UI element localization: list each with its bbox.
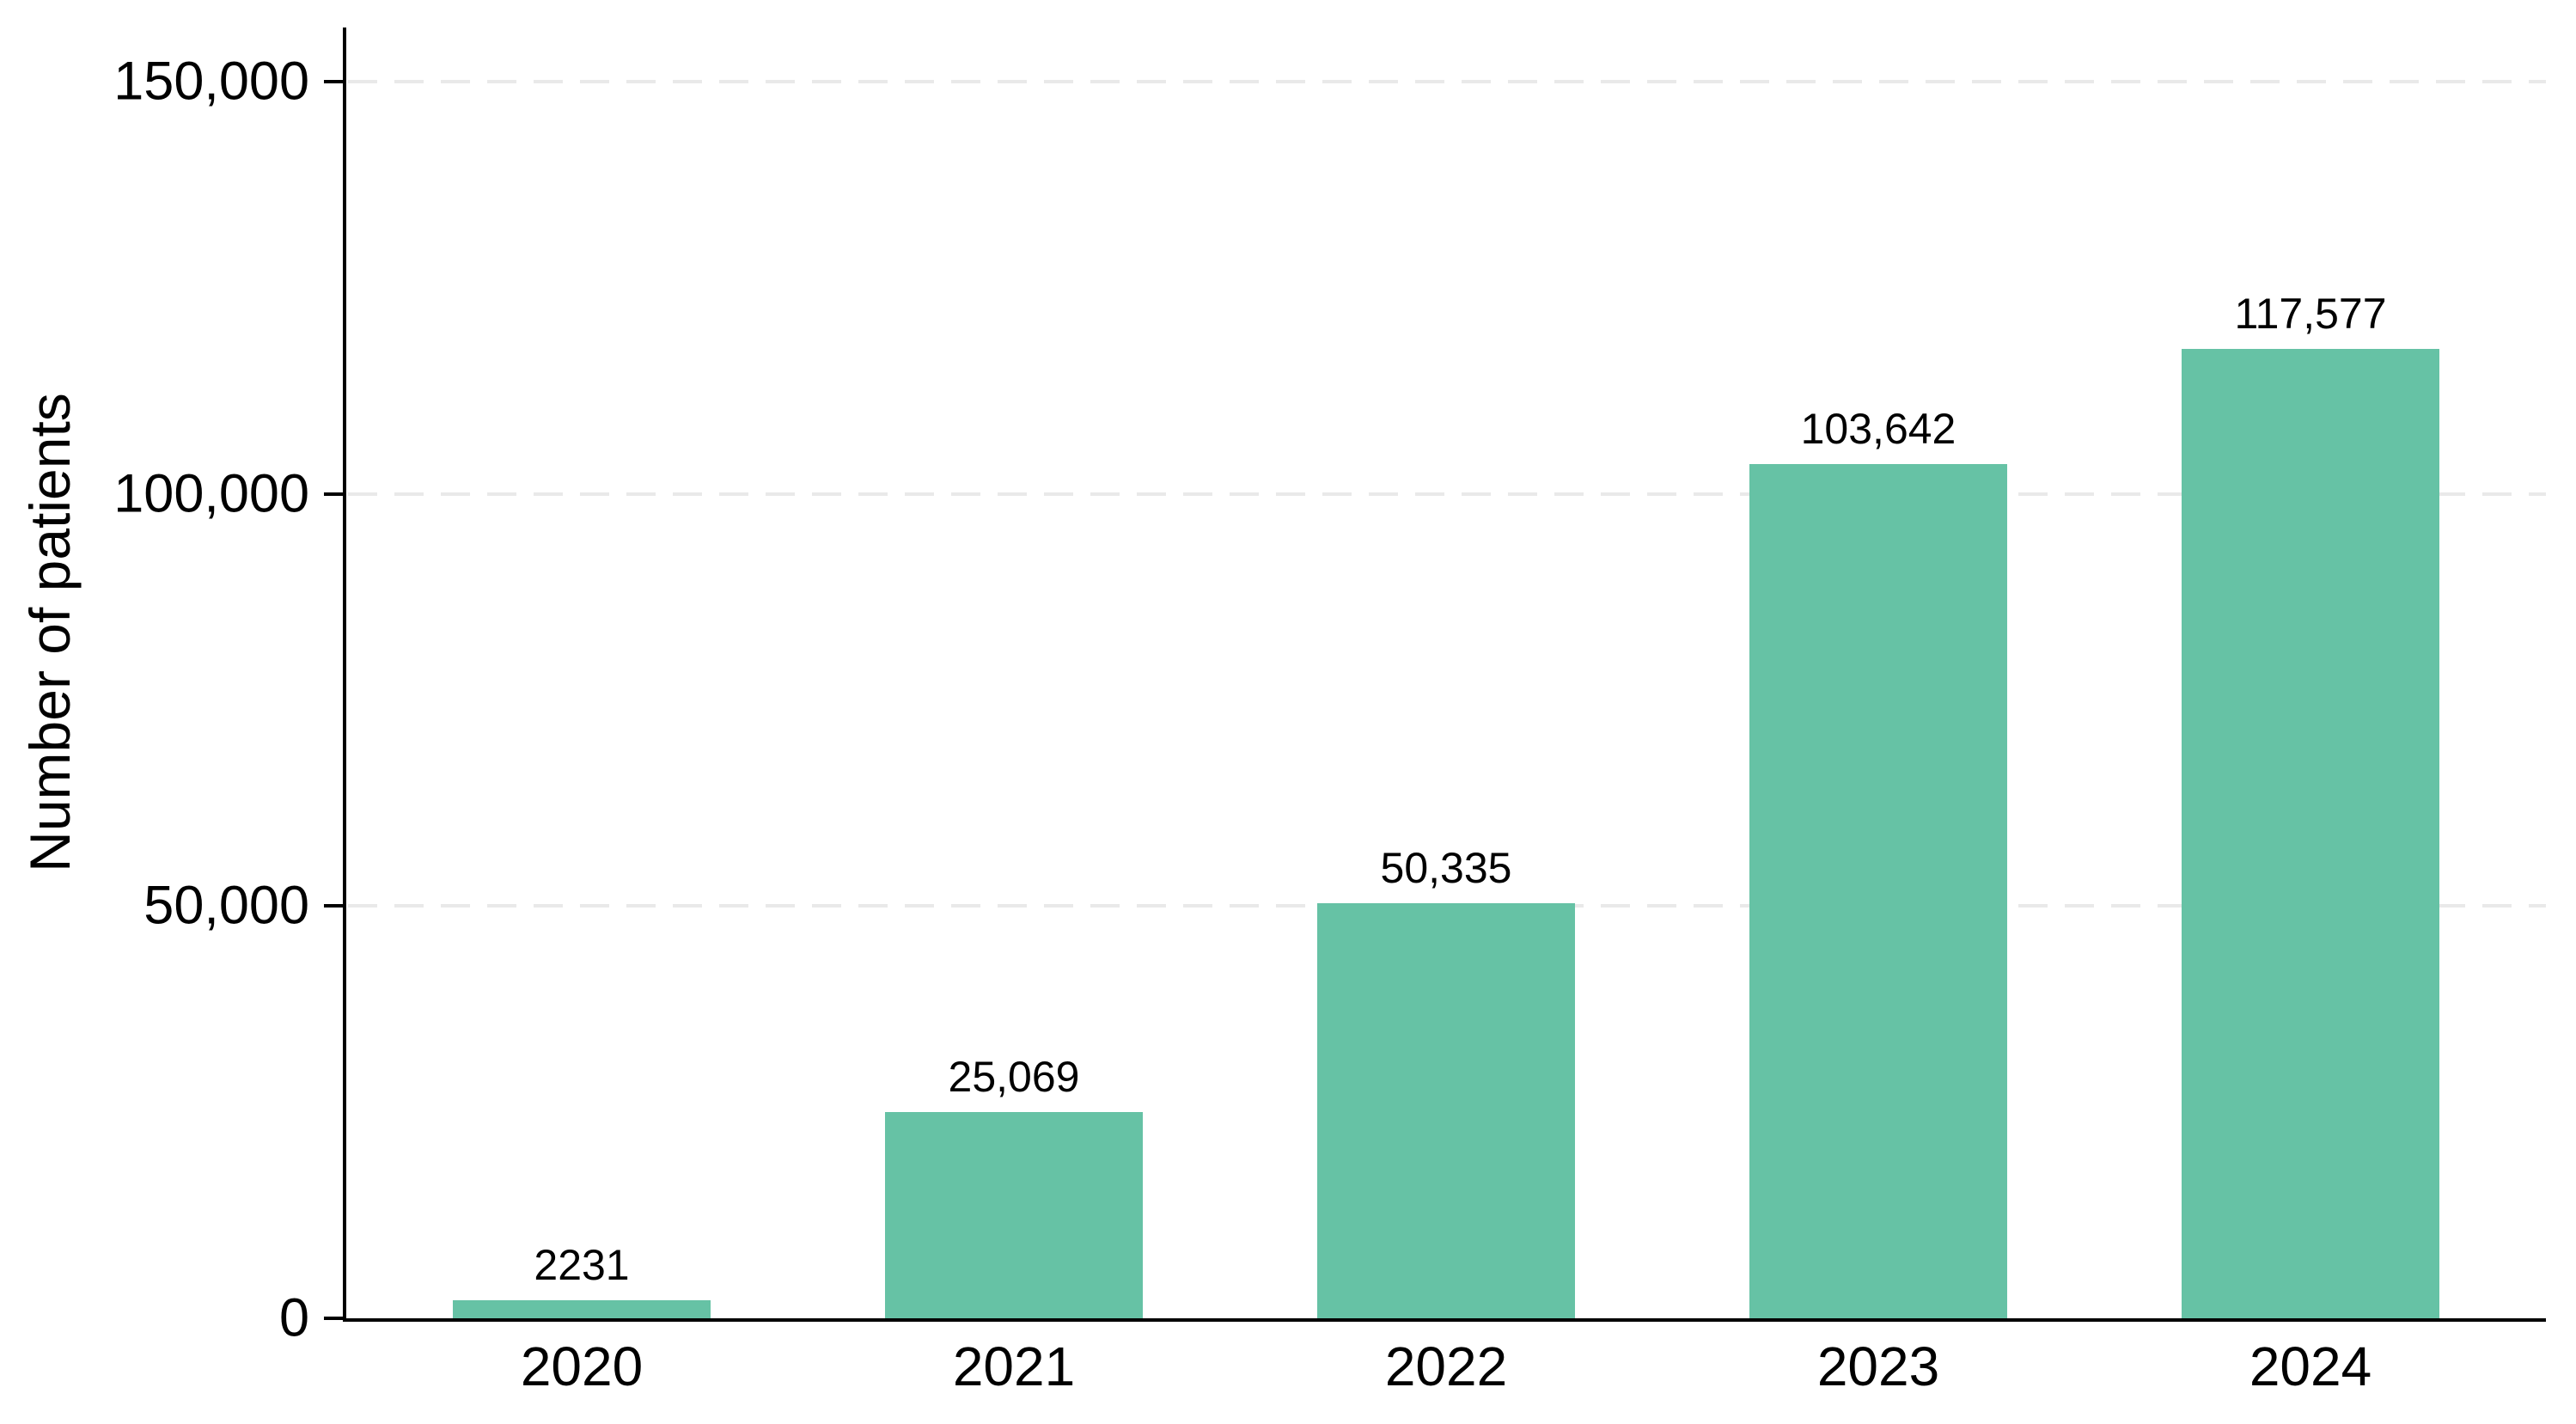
bar-2022 (1317, 903, 1575, 1318)
gridline (348, 80, 2546, 83)
bar-value-label: 50,335 (1380, 844, 1512, 893)
y-tick-mark (324, 492, 346, 496)
bar-value-label: 117,577 (2234, 290, 2387, 339)
x-tick-label: 2022 (1384, 1335, 1508, 1397)
x-axis-line (343, 1318, 2546, 1322)
bar-2024 (2182, 349, 2439, 1318)
x-tick-label: 2024 (2249, 1335, 2372, 1397)
y-tick-label: 50,000 (143, 875, 309, 936)
y-tick-label: 100,000 (113, 463, 309, 524)
y-tick-label: 0 (278, 1287, 309, 1348)
bar-value-label: 2231 (534, 1240, 630, 1289)
y-tick-mark (324, 1317, 346, 1320)
bar-2021 (885, 1111, 1143, 1318)
y-axis-title: Number of patients (18, 393, 82, 872)
x-tick-label: 2023 (1816, 1335, 1940, 1397)
bar-value-label: 25,069 (948, 1052, 1080, 1101)
y-tick-mark (324, 904, 346, 908)
gridline (348, 492, 2546, 496)
bar-2023 (1749, 463, 2007, 1318)
plot-area: 2231 25,069 50,335 103,642 117,577 0 50,000 10… (113, 28, 2546, 1394)
x-tick-label: 2020 (520, 1335, 644, 1397)
y-tick-label: 150,000 (113, 51, 309, 112)
bar-value-label: 103,642 (1800, 404, 1956, 453)
bar-2020 (453, 1299, 711, 1318)
y-axis-line (343, 28, 346, 1322)
x-tick-label: 2021 (952, 1335, 1076, 1397)
y-tick-mark (324, 80, 346, 83)
